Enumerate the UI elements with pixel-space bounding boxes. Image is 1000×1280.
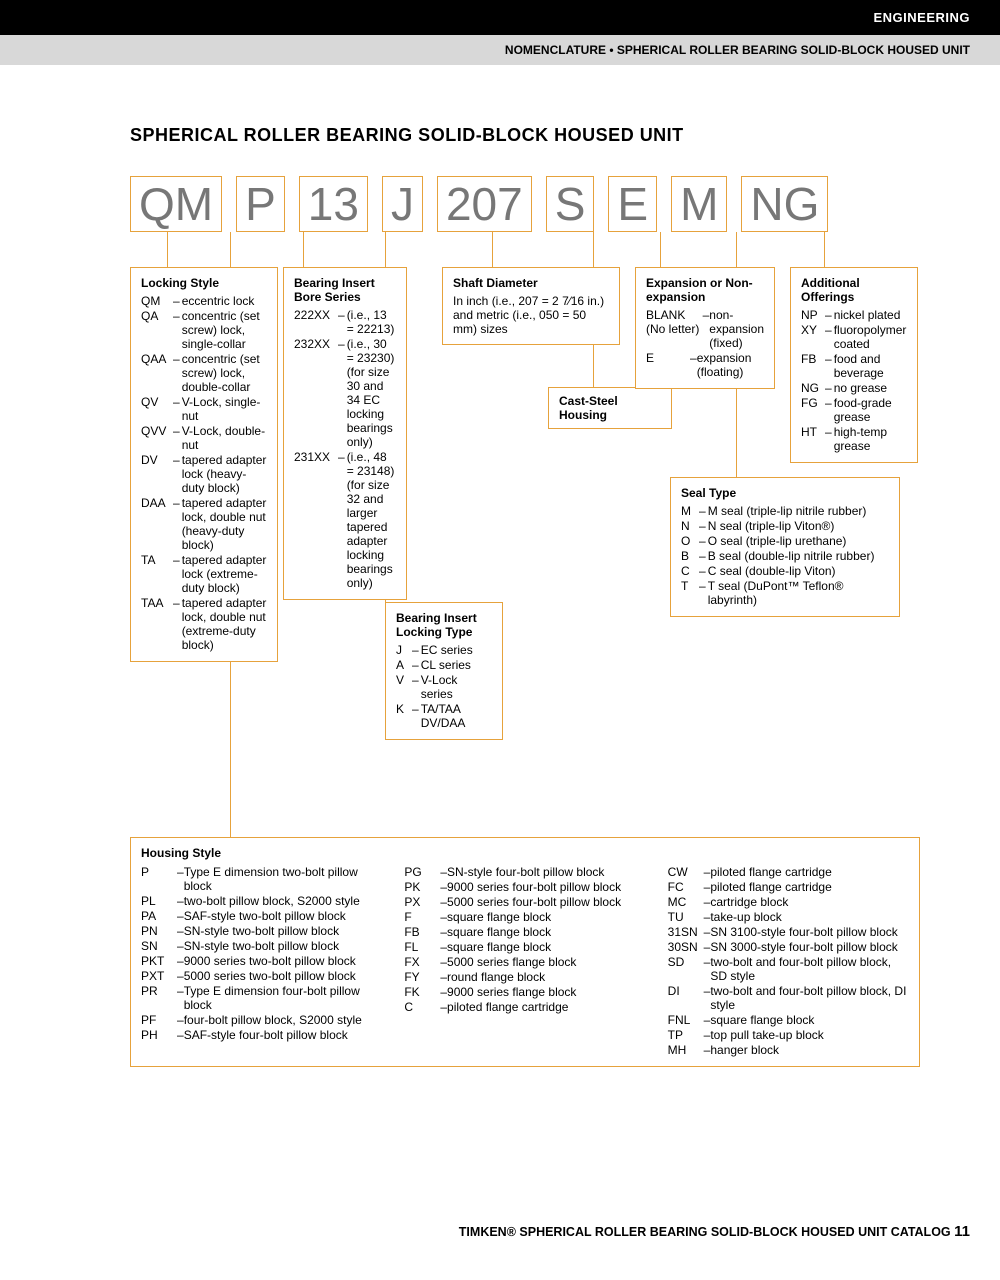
- housing-item: PH– SAF-style four-bolt pillow block: [141, 1028, 382, 1042]
- bearing-locking-section: Bearing Insert Locking Type J–EC seriesA…: [385, 602, 503, 740]
- housing-item: FY– round flange block: [404, 970, 645, 984]
- housing-item: TP– top pull take-up block: [668, 1028, 909, 1042]
- shaft-diameter-title: Shaft Diameter: [453, 276, 609, 290]
- shaft-diameter-desc: In inch (i.e., 207 = 2 7⁄16 in.) and met…: [453, 294, 609, 336]
- housing-item: C– piloted flange cartridge: [404, 1000, 645, 1014]
- list-item: 222XX–(i.e., 13 = 22213): [294, 308, 396, 336]
- code-box-e: E: [608, 176, 657, 232]
- housing-item: PG– SN-style four-bolt pillow block: [404, 865, 645, 879]
- cast-steel-title: Cast-Steel Housing: [559, 394, 661, 422]
- list-item: E– expansion (floating): [646, 351, 764, 379]
- list-item: TAA–tapered adapter lock, double nut (ex…: [141, 596, 267, 652]
- locking-style-title: Locking Style: [141, 276, 267, 290]
- list-item: O–O seal (triple-lip urethane): [681, 534, 889, 548]
- housing-item: PKT– 9000 series two-bolt pillow block: [141, 954, 382, 968]
- housing-item: FB– square flange block: [404, 925, 645, 939]
- housing-item: FX– 5000 series flange block: [404, 955, 645, 969]
- housing-item: PR– Type E dimension four-bolt pillow bl…: [141, 984, 382, 1012]
- housing-item: CW– piloted flange cartridge: [668, 865, 909, 879]
- code-box-13: 13: [299, 176, 368, 232]
- housing-item: TU– take-up block: [668, 910, 909, 924]
- housing-item: MC– cartridge block: [668, 895, 909, 909]
- housing-item: PK– 9000 series four-bolt pillow block: [404, 880, 645, 894]
- housing-item: FL– square flange block: [404, 940, 645, 954]
- housing-item: PL– two-bolt pillow block, S2000 style: [141, 894, 382, 908]
- list-item: FG–food-grade grease: [801, 396, 907, 424]
- code-box-s: S: [546, 176, 595, 232]
- list-item: 232XX–(i.e., 30 = 23230) (for size 30 an…: [294, 337, 396, 449]
- list-item: V–V-Lock series: [396, 673, 492, 701]
- housing-item: FK– 9000 series flange block: [404, 985, 645, 999]
- list-item: NG–no grease: [801, 381, 907, 395]
- list-item: QVV–V-Lock, double-nut: [141, 424, 267, 452]
- locking-style-section: Locking Style QM–eccentric lockQA–concen…: [130, 267, 278, 662]
- expansion-title: Expansion or Non-expansion: [646, 276, 764, 304]
- list-item: A–CL series: [396, 658, 492, 672]
- header-category: ENGINEERING: [0, 0, 1000, 35]
- housing-item: PA– SAF-style two-bolt pillow block: [141, 909, 382, 923]
- list-item: XY–fluoropolymer coated: [801, 323, 907, 351]
- list-item: HT–high-temp grease: [801, 425, 907, 453]
- list-item: QAA–concentric (set screw) lock, double-…: [141, 352, 267, 394]
- list-item: N–N seal (triple-lip Viton®): [681, 519, 889, 533]
- housing-item: SN– SN-style two-bolt pillow block: [141, 939, 382, 953]
- bearing-locking-title: Bearing Insert Locking Type: [396, 611, 492, 639]
- code-box-qm: QM: [130, 176, 222, 232]
- housing-item: FNL– square flange block: [668, 1013, 909, 1027]
- housing-item: DI– two-bolt and four-bolt pillow block,…: [668, 984, 909, 1012]
- page-footer: TIMKEN® SPHERICAL ROLLER BEARING SOLID-B…: [459, 1223, 970, 1240]
- housing-style-section: Housing Style P– Type E dimension two-bo…: [130, 837, 920, 1067]
- housing-item: PF– four-bolt pillow block, S2000 style: [141, 1013, 382, 1027]
- cast-steel-section: Cast-Steel Housing: [548, 387, 672, 429]
- housing-item: 30SN– SN 3000-style four-bolt pillow blo…: [668, 940, 909, 954]
- list-item: FB–food and beverage: [801, 352, 907, 380]
- shaft-diameter-section: Shaft Diameter In inch (i.e., 207 = 2 7⁄…: [442, 267, 620, 345]
- list-item: M–M seal (triple-lip nitrile rubber): [681, 504, 889, 518]
- expansion-section: Expansion or Non-expansion BLANK (No let…: [635, 267, 775, 389]
- footer-text: TIMKEN® SPHERICAL ROLLER BEARING SOLID-B…: [459, 1225, 951, 1239]
- housing-item: PX– 5000 series four-bolt pillow block: [404, 895, 645, 909]
- list-item: DAA–tapered adapter lock, double nut (he…: [141, 496, 267, 552]
- code-box-207: 207: [437, 176, 532, 232]
- housing-item: PXT– 5000 series two-bolt pillow block: [141, 969, 382, 983]
- seal-type-section: Seal Type M–M seal (triple-lip nitrile r…: [670, 477, 900, 617]
- code-box-m: M: [671, 176, 727, 232]
- housing-item: SD– two-bolt and four-bolt pillow block,…: [668, 955, 909, 983]
- additional-title: Additional Offerings: [801, 276, 907, 304]
- housing-item: 31SN– SN 3100-style four-bolt pillow blo…: [668, 925, 909, 939]
- footer-page: 11: [954, 1223, 970, 1240]
- housing-style-title: Housing Style: [141, 846, 909, 860]
- list-item: B–B seal (double-lip nitrile rubber): [681, 549, 889, 563]
- header-breadcrumb: NOMENCLATURE • SPHERICAL ROLLER BEARING …: [0, 35, 1000, 65]
- list-item: QV–V-Lock, single-nut: [141, 395, 267, 423]
- code-box-j: J: [382, 176, 423, 232]
- housing-item: MH– hanger block: [668, 1043, 909, 1057]
- code-box-p: P: [236, 176, 285, 232]
- nomenclature-code-row: QMP13J207SEMNG: [130, 176, 870, 232]
- page-content: SPHERICAL ROLLER BEARING SOLID-BLOCK HOU…: [0, 65, 1000, 972]
- additional-offerings-section: Additional Offerings NP–nickel platedXY–…: [790, 267, 918, 463]
- code-box-ng: NG: [741, 176, 828, 232]
- list-item: T–T seal (DuPont™ Teflon® labyrinth): [681, 579, 889, 607]
- list-item: TA–tapered adapter lock (extreme-duty bl…: [141, 553, 267, 595]
- sections-container: Locking Style QM–eccentric lockQA–concen…: [130, 232, 870, 972]
- housing-item: P– Type E dimension two-bolt pillow bloc…: [141, 865, 382, 893]
- list-item: J–EC series: [396, 643, 492, 657]
- list-item: 231XX–(i.e., 48 = 23148) (for size 32 an…: [294, 450, 396, 590]
- bearing-bore-section: Bearing Insert Bore Series 222XX–(i.e., …: [283, 267, 407, 600]
- list-item: QM–eccentric lock: [141, 294, 267, 308]
- list-item: QA–concentric (set screw) lock, single-c…: [141, 309, 267, 351]
- list-item: C–C seal (double-lip Viton): [681, 564, 889, 578]
- list-item: K–TA/TAA DV/DAA: [396, 702, 492, 730]
- housing-item: PN– SN-style two-bolt pillow block: [141, 924, 382, 938]
- list-item: DV–tapered adapter lock (heavy-duty bloc…: [141, 453, 267, 495]
- housing-item: F– square flange block: [404, 910, 645, 924]
- list-item: NP–nickel plated: [801, 308, 907, 322]
- housing-item: FC– piloted flange cartridge: [668, 880, 909, 894]
- seal-type-title: Seal Type: [681, 486, 889, 500]
- bearing-bore-title: Bearing Insert Bore Series: [294, 276, 396, 304]
- list-item: BLANK (No letter)– non-expansion (fixed): [646, 308, 764, 350]
- page-title: SPHERICAL ROLLER BEARING SOLID-BLOCK HOU…: [130, 125, 870, 146]
